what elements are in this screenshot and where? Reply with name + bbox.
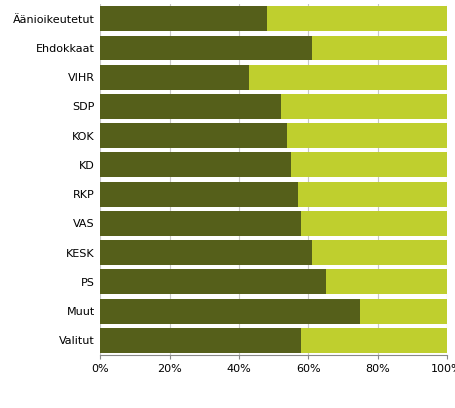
Bar <box>100 299 359 324</box>
Bar <box>100 328 301 353</box>
Legend: Miehet, Naiset: Miehet, Naiset <box>210 406 336 408</box>
Bar <box>100 153 290 177</box>
Bar <box>100 269 325 294</box>
Bar <box>297 182 446 206</box>
Bar <box>287 123 446 148</box>
Bar <box>290 153 446 177</box>
Bar <box>359 299 446 324</box>
Bar <box>280 94 446 119</box>
Bar <box>100 211 301 236</box>
Bar <box>100 94 280 119</box>
Bar <box>301 211 446 236</box>
Bar <box>100 240 311 265</box>
Bar <box>311 240 446 265</box>
Bar <box>311 35 446 60</box>
Bar <box>249 65 446 90</box>
Bar <box>100 123 287 148</box>
Bar <box>100 182 297 206</box>
Bar <box>100 6 266 31</box>
Bar <box>266 6 446 31</box>
Bar <box>325 269 446 294</box>
Bar <box>100 65 249 90</box>
Bar <box>100 35 311 60</box>
Bar <box>301 328 446 353</box>
